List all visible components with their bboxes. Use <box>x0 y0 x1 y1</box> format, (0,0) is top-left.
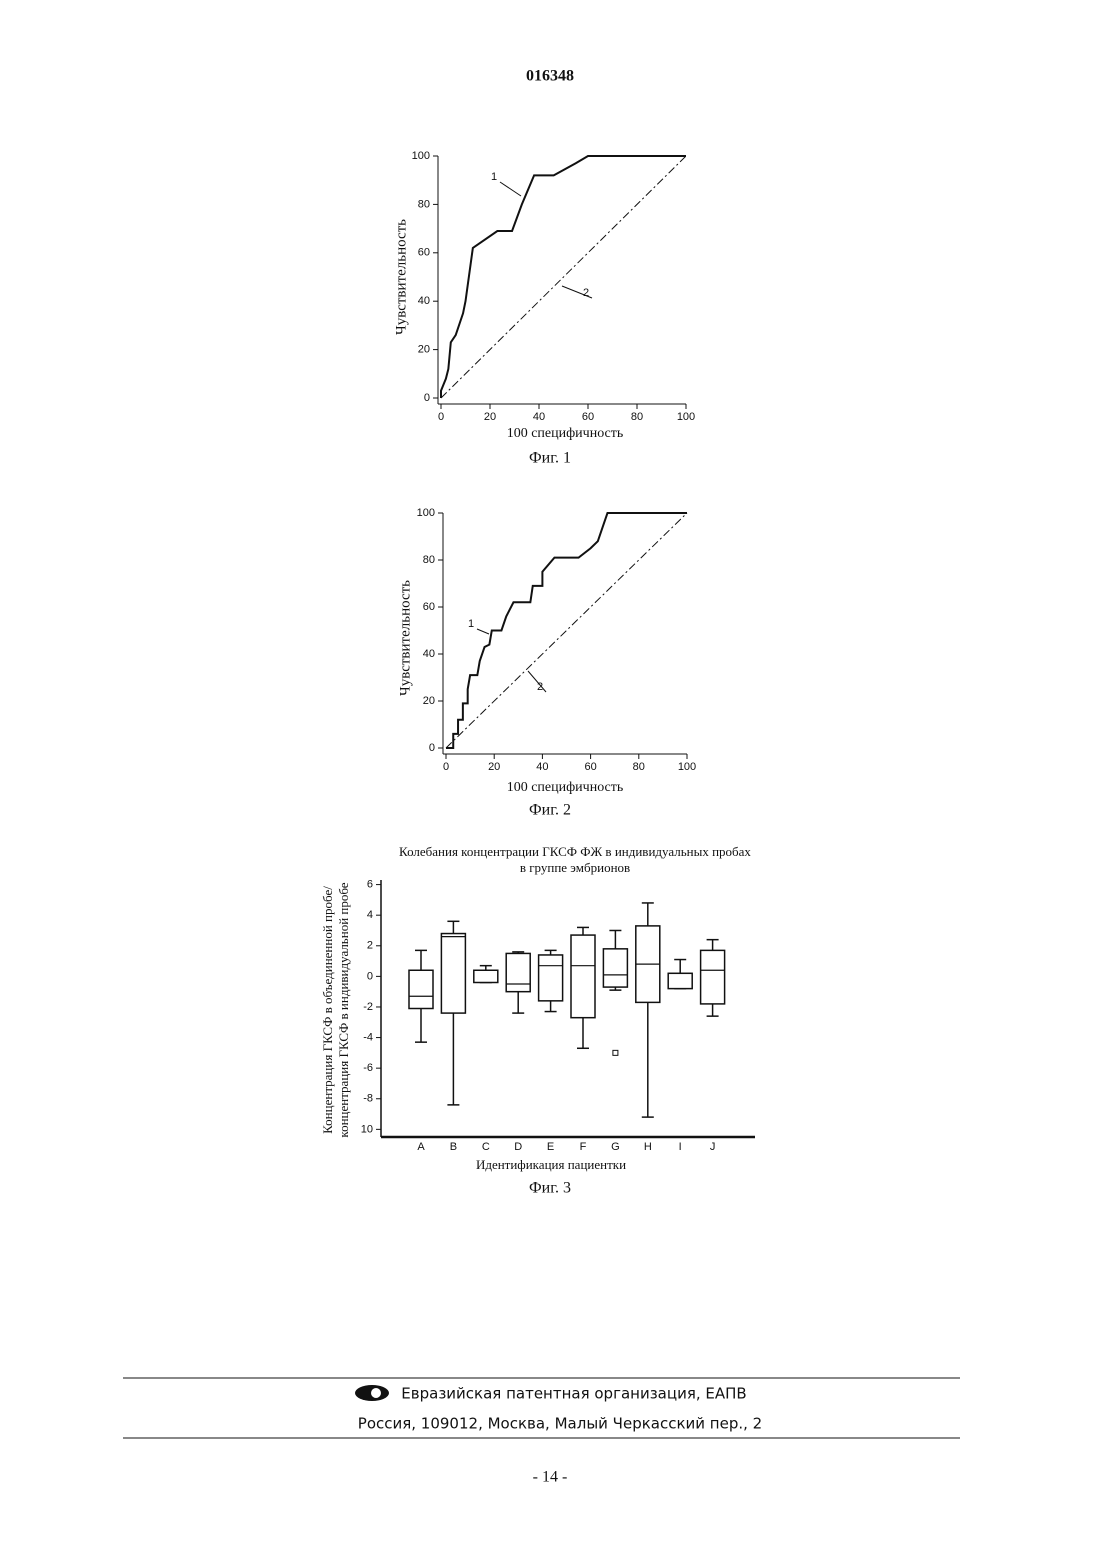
series-line <box>446 513 687 748</box>
y-tick-label: 6 <box>367 878 373 890</box>
x-tick-label: A <box>417 1141 425 1153</box>
y-tick-label: 20 <box>423 695 435 707</box>
box <box>441 934 465 1014</box>
box <box>571 935 595 1018</box>
y-tick-label: 0 <box>367 970 373 982</box>
x-tick-label: C <box>482 1141 490 1153</box>
chart-title: в группе эмбрионов <box>520 860 630 875</box>
y-tick-label: 0 <box>429 742 435 754</box>
page: 016348 Евразийская патентная организация… <box>0 0 1100 1556</box>
x-tick-label: 80 <box>631 411 643 423</box>
y-tick-label: 4 <box>367 909 373 921</box>
box <box>409 970 433 1008</box>
patent-number: 016348 <box>526 68 574 85</box>
label-leader <box>500 182 521 196</box>
outlier <box>613 1050 618 1055</box>
series-line <box>441 156 686 398</box>
y-tick-label: -8 <box>363 1093 373 1105</box>
y-tick-label: 20 <box>418 344 430 356</box>
x-tick-label: 0 <box>443 761 449 773</box>
y-tick-label: -4 <box>363 1031 373 1043</box>
y-tick-label: 100 <box>417 507 435 519</box>
y-tick-label: 10 <box>361 1123 373 1135</box>
figure-caption: Фиг. 2 <box>529 802 571 819</box>
box <box>668 973 692 988</box>
x-tick-label: 60 <box>582 411 594 423</box>
box <box>474 970 498 982</box>
x-tick-label: 60 <box>584 761 596 773</box>
x-axis-label: Идентификация пациентки <box>476 1157 626 1172</box>
box <box>539 955 563 1001</box>
y-axis-label: Концентрация ГКСФ в объединенной пробе/ <box>320 886 335 1134</box>
y-tick-label: 40 <box>418 295 430 307</box>
y-tick-label: 80 <box>423 554 435 566</box>
x-axis-label: 100 специфичность <box>507 426 624 441</box>
x-tick-label: 40 <box>536 761 548 773</box>
y-axis-label: Чувствительность <box>393 219 409 335</box>
x-tick-label: F <box>580 1141 587 1153</box>
y-tick-label: 40 <box>423 648 435 660</box>
box <box>701 950 725 1004</box>
x-tick-label: 100 <box>677 411 695 423</box>
y-tick-label: 0 <box>424 392 430 404</box>
footer-organization: Евразийская патентная организация, ЕАПВ <box>401 1385 746 1403</box>
page-number: - 14 - <box>533 1469 568 1486</box>
series-label: 1 <box>468 618 474 630</box>
y-tick-label: -6 <box>363 1062 373 1074</box>
x-axis-label: 100 специфичность <box>507 780 624 795</box>
y-tick-label: 2 <box>367 940 373 952</box>
x-tick-label: J <box>710 1141 716 1153</box>
y-tick-label: 60 <box>423 601 435 613</box>
chart-title: Колебания концентрации ГКСФ ФЖ в индивид… <box>399 844 751 859</box>
footer-address: Россия, 109012, Москва, Малый Черкасский… <box>358 1415 762 1433</box>
y-tick-label: 80 <box>418 198 430 210</box>
x-tick-label: 0 <box>438 411 444 423</box>
y-tick-label: 60 <box>418 247 430 259</box>
x-tick-label: H <box>644 1141 652 1153</box>
x-tick-label: 20 <box>484 411 496 423</box>
x-tick-label: E <box>547 1141 554 1153</box>
box <box>506 953 530 991</box>
x-tick-label: 40 <box>533 411 545 423</box>
y-tick-label: -2 <box>363 1001 373 1013</box>
x-tick-label: D <box>514 1141 522 1153</box>
series-label: 1 <box>491 171 497 183</box>
x-tick-label: 100 <box>678 761 696 773</box>
logo <box>355 1385 389 1401</box>
x-tick-label: B <box>450 1141 457 1153</box>
figure-caption: Фиг. 1 <box>529 450 571 467</box>
y-axis-label: концентрация ГКСФ в индивидуальной пробе <box>336 882 351 1137</box>
y-tick-label: 100 <box>412 150 430 162</box>
figure-caption: Фиг. 3 <box>529 1180 571 1197</box>
y-axis-label: Чувствительность <box>397 580 413 696</box>
series-label: 2 <box>537 681 543 693</box>
x-tick-label: G <box>611 1141 620 1153</box>
x-tick-label: I <box>679 1141 682 1153</box>
series-label: 2 <box>583 287 589 299</box>
label-leader <box>477 629 489 634</box>
x-tick-label: 80 <box>633 761 645 773</box>
box <box>603 949 627 987</box>
x-tick-label: 20 <box>488 761 500 773</box>
